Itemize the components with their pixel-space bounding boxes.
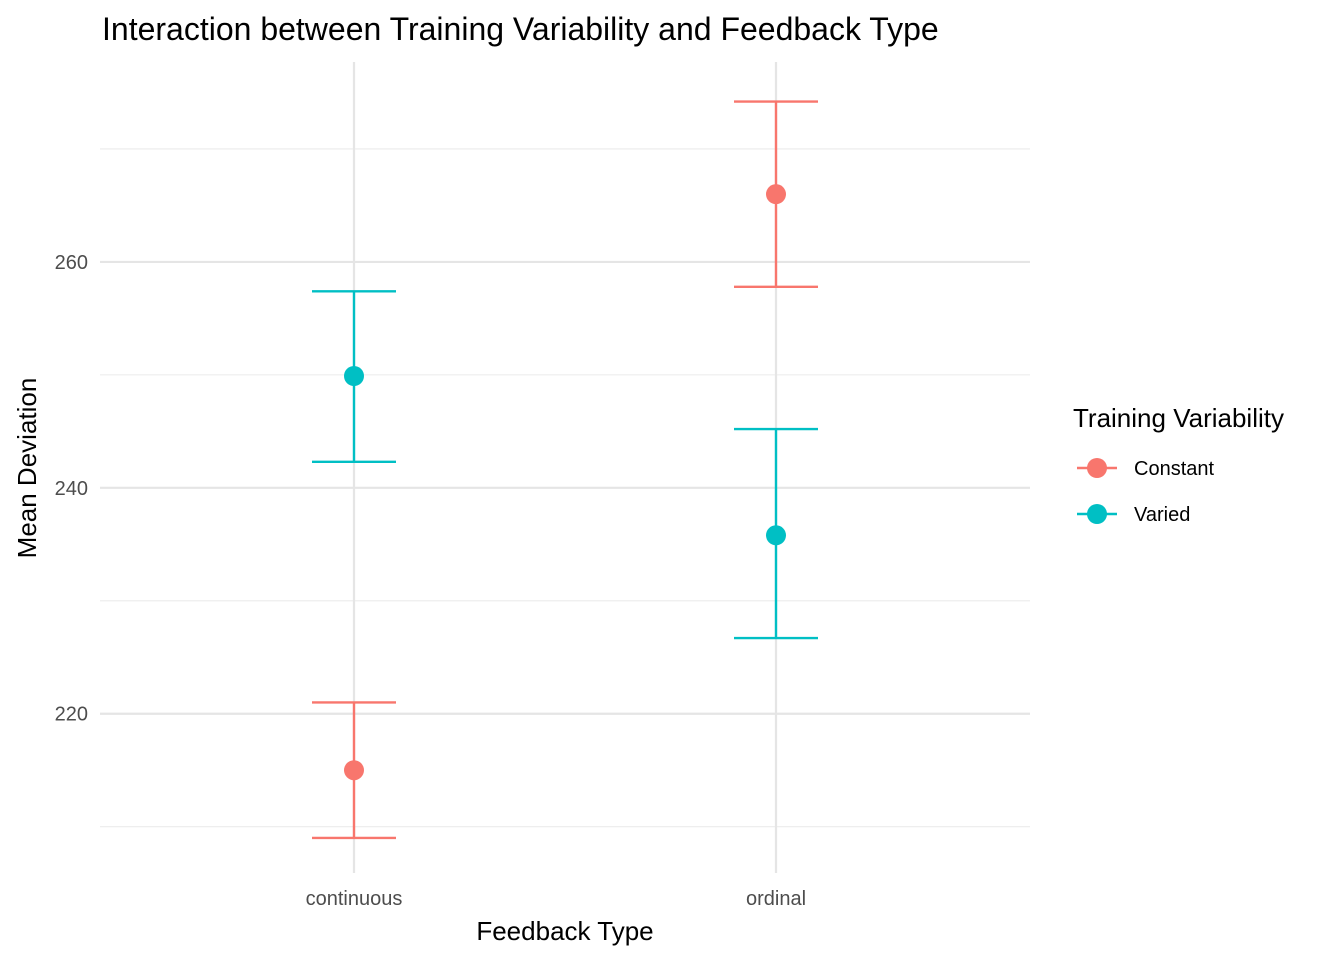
- point-varied: [766, 525, 786, 546]
- legend-label-constant: Constant: [1134, 458, 1214, 480]
- point-varied: [344, 366, 364, 387]
- y-tick-label: 220: [55, 704, 88, 726]
- legend: Training Variability Constant Varied: [1073, 403, 1284, 526]
- point-constant: [344, 760, 364, 781]
- legend-key-point: [1087, 504, 1107, 524]
- point-constant: [766, 184, 786, 205]
- x-tick-label: continuous: [306, 888, 403, 910]
- y-axis-title: Mean Deviation: [12, 378, 42, 559]
- x-axis-title: Feedback Type: [476, 916, 653, 946]
- legend-label-varied: Varied: [1134, 504, 1190, 526]
- x-tick-label: ordinal: [746, 888, 806, 910]
- grid: [100, 62, 1030, 873]
- legend-key-point: [1087, 458, 1107, 478]
- data-marks: [312, 100, 818, 840]
- y-tick-label: 240: [55, 478, 88, 500]
- legend-title: Training Variability: [1073, 403, 1284, 433]
- tick-labels: 220 240 260 continuous ordinal: [55, 252, 806, 910]
- y-tick-label: 260: [55, 252, 88, 274]
- chart-title: Interaction between Training Variability…: [102, 11, 939, 47]
